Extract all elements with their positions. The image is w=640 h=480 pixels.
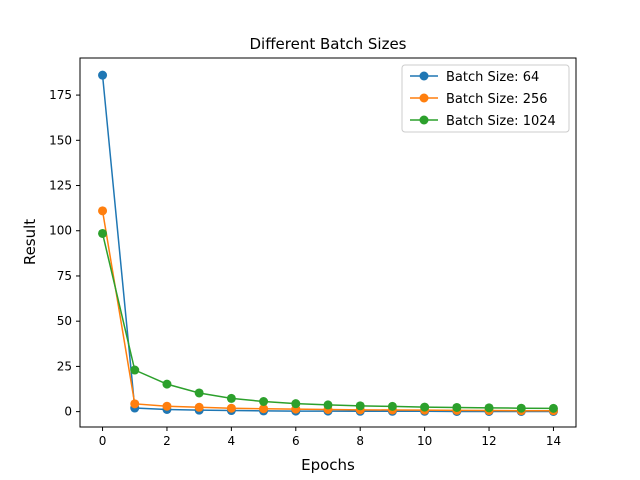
legend: Batch Size: 64 Batch Size: 256 Batch Size:… — [401, 64, 570, 133]
data-point — [98, 70, 108, 80]
legend-label: Batch Size: 64 — [446, 70, 539, 85]
plot-area: 0 2 4 6 8 10 12 14 0 25 50 75 100 125 150 175 — [49, 57, 577, 448]
data-point — [130, 365, 140, 375]
chart-title: Different Batch Sizes — [250, 35, 407, 53]
data-point — [162, 379, 172, 389]
y-tick-label: 75 — [57, 269, 72, 283]
data-point — [484, 403, 494, 413]
x-tick-label: 0 — [99, 434, 107, 448]
legend-label: Batch Size: 1024 — [446, 114, 556, 129]
x-tick-label: 12 — [481, 434, 496, 448]
data-point — [226, 393, 236, 403]
legend-box — [401, 64, 570, 133]
y-tick-label: 0 — [64, 405, 72, 419]
x-axis-label: Epochs — [301, 456, 355, 474]
y-tick-label: 100 — [49, 224, 72, 238]
y-tick-label: 150 — [49, 133, 72, 147]
series-line-1 — [101, 210, 554, 412]
y-axis-label: Result — [21, 219, 39, 265]
data-point — [259, 397, 269, 406]
data-point — [162, 401, 172, 411]
data-point — [194, 402, 204, 412]
data-point — [387, 401, 397, 411]
y-tick-label: 125 — [49, 179, 72, 193]
data-point — [98, 206, 108, 216]
legend-marker — [419, 93, 429, 103]
x-tick-label: 2 — [163, 434, 171, 448]
legend-marker — [419, 115, 429, 125]
data-point — [323, 400, 333, 410]
x-tick-label: 14 — [546, 434, 561, 448]
data-point — [259, 404, 269, 414]
data-point — [452, 402, 462, 412]
data-point — [355, 401, 365, 411]
data-point — [548, 403, 558, 413]
y-tick-label: 175 — [49, 88, 72, 102]
axes-frame — [79, 57, 577, 428]
data-point — [291, 399, 301, 409]
data-point — [420, 402, 430, 412]
data-point — [194, 388, 204, 398]
x-tick-label: 8 — [356, 434, 364, 448]
y-tick-label: 50 — [57, 314, 72, 328]
data-point — [226, 403, 236, 413]
x-tick-label: 10 — [417, 434, 432, 448]
data-point — [130, 399, 140, 409]
legend-label: Batch Size: 256 — [446, 92, 548, 107]
x-tick-label: 6 — [292, 434, 300, 448]
x-tick-label: 4 — [228, 434, 236, 448]
data-point — [516, 403, 526, 413]
y-tick-label: 25 — [57, 359, 72, 373]
data-point — [98, 228, 108, 238]
legend-marker — [419, 71, 429, 81]
